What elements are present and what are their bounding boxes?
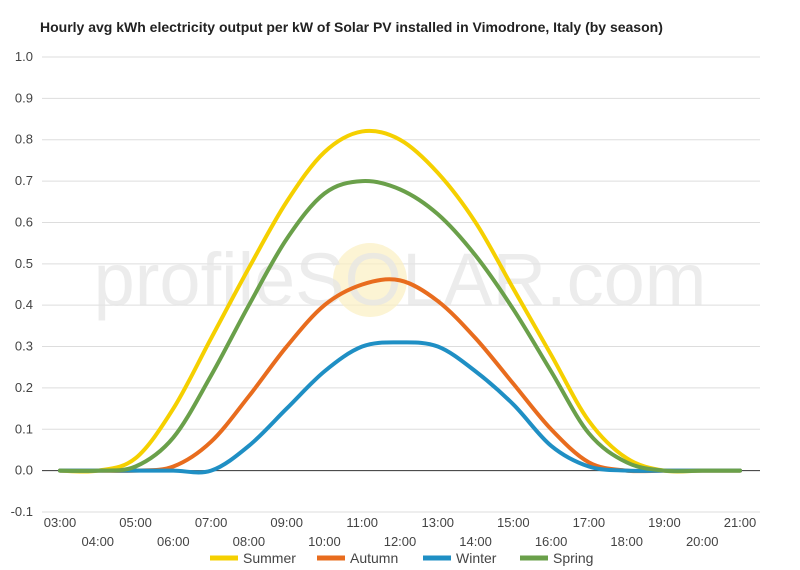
x-tick-label: 14:00 — [459, 534, 492, 549]
legend-label-winter: Winter — [456, 550, 497, 566]
x-tick-label: 21:00 — [724, 515, 757, 530]
x-tick-label: 09:00 — [270, 515, 303, 530]
y-tick-label: 0.2 — [15, 380, 33, 395]
x-tick-label: 05:00 — [119, 515, 152, 530]
legend-label-spring: Spring — [553, 550, 593, 566]
y-tick-label: 0.3 — [15, 339, 33, 354]
x-tick-label: 15:00 — [497, 515, 530, 530]
x-tick-label: 20:00 — [686, 534, 719, 549]
series-line-spring — [58, 179, 742, 474]
y-tick-label: 0.9 — [15, 90, 33, 105]
y-tick-label: 0.4 — [15, 297, 33, 312]
x-tick-label: 13:00 — [422, 515, 455, 530]
x-tick-label: 11:00 — [346, 515, 378, 530]
y-tick-label: 0.5 — [15, 256, 33, 271]
x-tick-label: 10:00 — [308, 534, 341, 549]
x-tick-label: 04:00 — [82, 534, 115, 549]
chart-title: Hourly avg kWh electricity output per kW… — [40, 19, 663, 35]
legend-label-summer: Summer — [243, 550, 296, 566]
x-tick-label: 18:00 — [610, 534, 643, 549]
x-tick-label: 08:00 — [233, 534, 266, 549]
x-tick-label: 16:00 — [535, 534, 568, 549]
watermark-sun — [333, 243, 407, 317]
y-tick-label: -0.1 — [11, 504, 33, 519]
series-line-winter — [58, 340, 742, 475]
y-tick-label: 0.7 — [15, 173, 33, 188]
x-tick-label: 17:00 — [573, 515, 606, 530]
x-tick-label: 12:00 — [384, 534, 417, 549]
y-tick-label: 0.8 — [15, 132, 33, 147]
x-tick-label: 07:00 — [195, 515, 228, 530]
x-tick-label: 19:00 — [648, 515, 681, 530]
y-tick-label: 1.0 — [15, 49, 33, 64]
y-tick-label: 0.6 — [15, 214, 33, 229]
y-tick-label: 0.1 — [15, 421, 33, 436]
y-tick-label: 0.0 — [15, 463, 33, 478]
legend-label-autumn: Autumn — [350, 550, 398, 566]
x-tick-label: 06:00 — [157, 534, 190, 549]
series-line-summer — [58, 128, 742, 474]
x-tick-label: 03:00 — [44, 515, 77, 530]
